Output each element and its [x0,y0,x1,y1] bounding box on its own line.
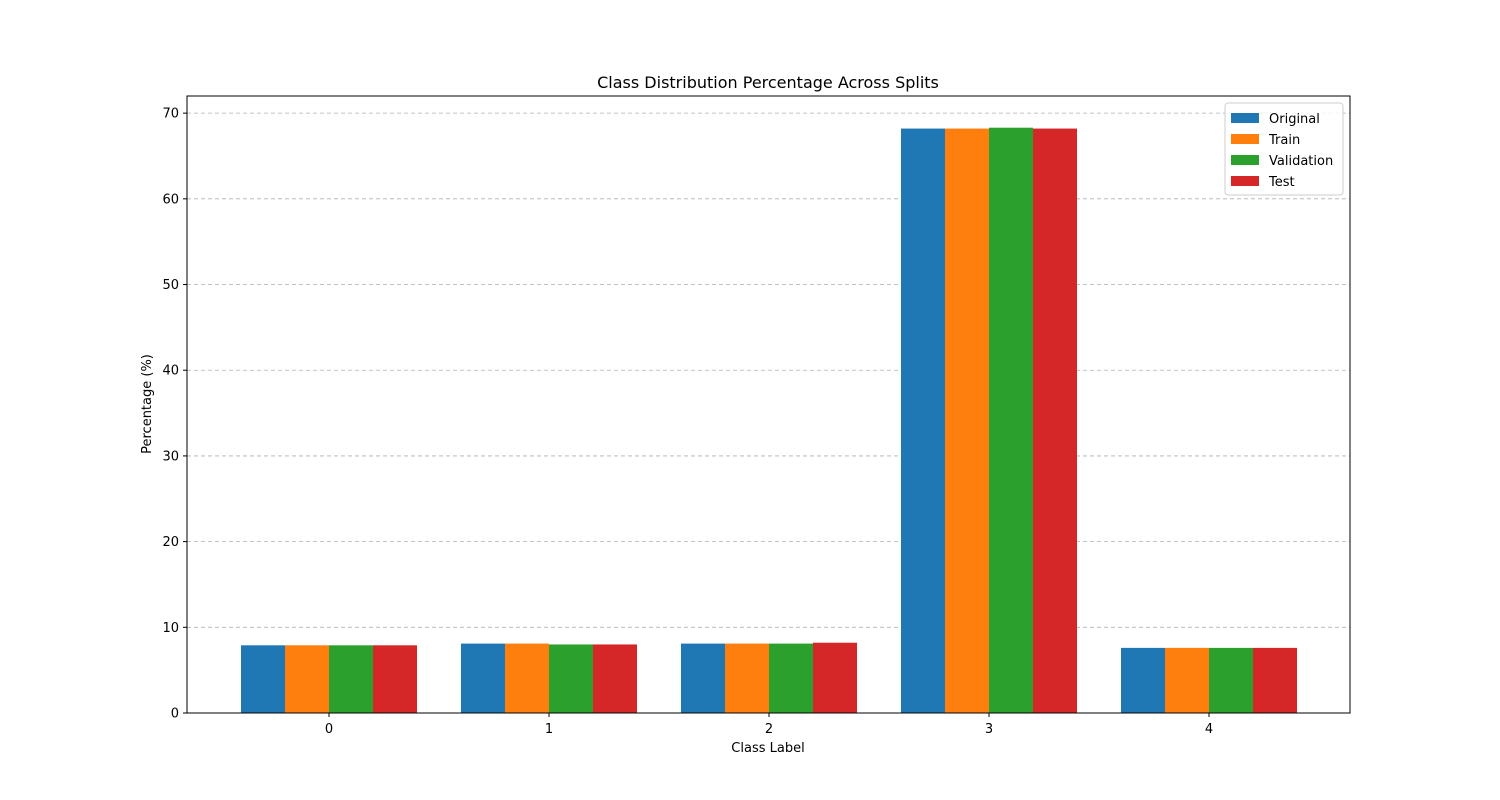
bar-original-class-2 [681,643,725,713]
bar-train-class-3 [945,128,989,713]
y-tick-label: 20 [162,535,179,550]
bar-validation-class-2 [769,643,813,713]
y-tick-label: 50 [162,278,179,293]
plot-frame [186,95,1351,714]
bar-validation-class-0 [329,645,373,713]
bar-validation-class-4 [1209,647,1253,713]
bar-train-class-0 [285,645,329,713]
bar-test-class-2 [813,642,857,713]
x-tick-label: 2 [765,722,773,737]
x-tick-label: 1 [545,722,553,737]
bar-original-class-3 [901,128,945,713]
y-tick-label: 30 [162,449,179,464]
bar-train-class-1 [505,643,549,713]
legend-box [1224,102,1344,196]
y-axis: 0 10 20 30 40 50 60 70 [162,107,187,722]
bar-train-class-4 [1165,647,1209,713]
legend: Original Train Validation Test [1224,102,1344,196]
chart-title: Class Distribution Percentage Across Spl… [597,73,939,92]
legend-label-validation: Validation [1269,154,1333,169]
bar-train-class-2 [725,643,769,713]
bar-validation-class-1 [549,644,593,713]
x-axis: 0 1 2 3 4 [325,713,1213,737]
bar-original-class-0 [241,645,285,713]
legend-swatch-test [1231,176,1259,186]
x-axis-title: Class Label [731,741,804,756]
bar-layer [241,127,1297,713]
bar-test-class-4 [1253,647,1297,713]
bar-test-class-0 [373,645,417,713]
y-tick-label: 60 [162,192,179,207]
x-tick-label: 4 [1205,722,1213,737]
y-tick-label: 0 [171,707,179,722]
legend-label-original: Original [1269,112,1320,127]
legend-swatch-original [1231,113,1259,123]
x-tick-label: 0 [325,722,333,737]
y-axis-title: Percentage (%) [140,354,155,454]
bar-original-class-4 [1121,647,1165,713]
legend-swatch-validation [1231,155,1259,165]
bar-test-class-3 [1033,128,1077,713]
grid-layer [187,112,1350,628]
legend-swatch-train [1231,134,1259,144]
x-tick-label: 3 [985,722,993,737]
legend-label-test: Test [1268,175,1295,190]
bar-test-class-1 [593,644,637,713]
y-tick-label: 10 [162,621,179,636]
legend-label-train: Train [1268,133,1300,148]
y-tick-label: 70 [162,107,179,122]
y-tick-label: 40 [162,364,179,379]
bar-original-class-1 [461,643,505,713]
bar-validation-class-3 [989,127,1033,713]
